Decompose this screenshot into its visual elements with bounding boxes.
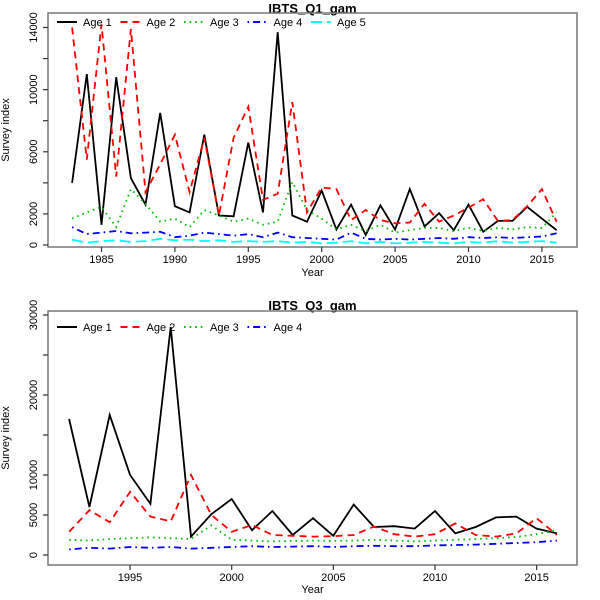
q1-line-age-1 — [71, 32, 558, 237]
q1-legend-label-age-3: Age 3 — [210, 17, 239, 29]
q3-x-tick-label: 2010 — [423, 572, 447, 584]
q1-x-tick-label: 2005 — [383, 254, 407, 266]
q1-x-axis-label: Year — [301, 267, 324, 279]
q3-x-tick-label: 2005 — [321, 572, 345, 584]
q1-line-age-5 — [71, 237, 557, 245]
q1-x-tick-label: 2010 — [456, 254, 480, 266]
q1-x-tick-label: 2015 — [530, 254, 554, 266]
q1-line-age-4 — [71, 226, 557, 241]
q1-line-age-2 — [71, 24, 558, 225]
q1-y-tick-label: 10000 — [28, 74, 40, 105]
q1-line-age-3 — [71, 179, 558, 234]
q1-legend-label-age-2: Age 2 — [147, 17, 176, 29]
q1-y-tick-label: 0 — [28, 242, 40, 248]
q3-x-tick-label: 2000 — [219, 572, 243, 584]
q3-legend-label-age-4: Age 4 — [274, 322, 303, 334]
q3-y-tick-label: 30000 — [28, 300, 40, 330]
q3-line-age-4 — [69, 539, 558, 551]
q3-y-tick-label: 0 — [28, 552, 40, 558]
q3-y-tick-label: 10000 — [28, 460, 40, 491]
q3-plot-area: 0 5000 10000 20000 30000 1995 2000 2005 2010 2015… — [28, 300, 578, 584]
q1-legend-label-age-1: Age 1 — [83, 17, 112, 29]
q3-x-tick-label: 2015 — [524, 572, 548, 584]
q3-line-age-3 — [69, 524, 558, 543]
q1-y-tick-label: 2000 — [28, 202, 40, 226]
q3-x-axis-label: Year — [301, 584, 324, 596]
q1-y-tick-label: 6000 — [28, 140, 40, 164]
q1-plot-box — [47, 12, 578, 248]
q1-x-tick-label: 2000 — [309, 254, 333, 266]
q1-legend-label-age-5: Age 5 — [337, 17, 366, 29]
q3-legend-label-age-1: Age 1 — [83, 322, 112, 334]
q3-line-age-2 — [68, 472, 558, 538]
q1-y-tick-label: 14000 — [28, 12, 40, 43]
q3-y-tick-label: 5000 — [28, 503, 40, 527]
q3-chart-title: IBTS_Q3_gam — [268, 298, 357, 313]
q3-x-tick-label: 1995 — [118, 572, 142, 584]
q1-x-tick-label: 1990 — [163, 254, 187, 266]
q3-line-age-1 — [68, 326, 558, 539]
q1-x-tick-label: 1985 — [89, 254, 113, 266]
q1-plot-area: 0 2000 6000 10000 14000 1985 1990 1995 2000 2005 2… — [28, 12, 578, 266]
q3-legend-label-age-3: Age 3 — [210, 322, 239, 334]
q1-x-tick-label: 1995 — [236, 254, 260, 266]
q3-legend-label-age-2: Age 2 — [147, 322, 176, 334]
q3-y-tick-label: 20000 — [28, 380, 40, 411]
q1-legend-label-age-4: Age 4 — [274, 17, 303, 29]
q3-plot-box — [47, 310, 578, 566]
